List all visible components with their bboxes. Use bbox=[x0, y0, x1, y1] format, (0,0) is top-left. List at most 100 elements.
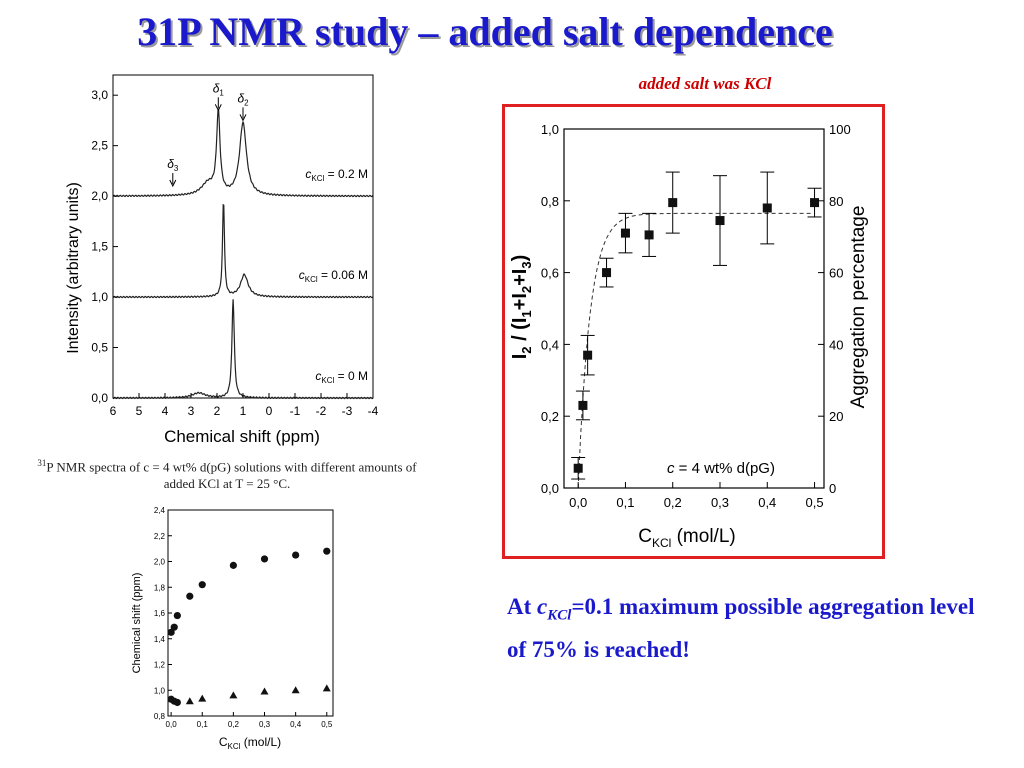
aggregation-data-point bbox=[583, 350, 593, 360]
shift-data-point-triangle bbox=[229, 691, 238, 699]
nmr-series-label: cKCl = 0.06 M bbox=[299, 268, 368, 284]
aggregation-x-axis-label: CKCl (mol/L) bbox=[638, 526, 735, 550]
shift-data-point-circle bbox=[323, 547, 331, 555]
caption-superscript: 31 bbox=[37, 458, 47, 468]
conclusion-c: c bbox=[537, 594, 548, 619]
shift-data-point-circle bbox=[173, 611, 181, 620]
nmr-spectrum-line bbox=[112, 203, 374, 299]
shift-data-point-circle bbox=[198, 581, 206, 589]
nmr-y-tick-label: 1,5 bbox=[91, 240, 108, 254]
aggregation-y-tick-label: 0,4 bbox=[541, 337, 559, 352]
chemical-shift-chart: 0,0 0,1 0,2 0,3 0,4 0,5 0,8 1,0 1,2 1,4 1,6 1,8 2,0 2… bbox=[131, 506, 334, 751]
nmr-x-tick-label: -1 bbox=[290, 404, 301, 418]
nmr-peak-arrowhead bbox=[214, 104, 222, 112]
aggregation-data-point bbox=[668, 198, 678, 208]
nmr-x-tick-label: -4 bbox=[368, 404, 379, 418]
shift-x-tick-label: 0,1 bbox=[197, 720, 209, 729]
shift-y-tick-label: 1,8 bbox=[154, 583, 166, 592]
shift-y-tick-label: 1,4 bbox=[154, 635, 166, 644]
shift-y-tick-label: 2,2 bbox=[154, 532, 166, 541]
nmr-peak-label: δ1 bbox=[213, 81, 225, 97]
concentration-annotation: c = 4 wt% d(pG) bbox=[667, 460, 775, 477]
conclusion-rest: =0.1 maximum possible aggregation level … bbox=[507, 594, 975, 662]
nmr-caption: 31P NMR spectra of c = 4 wt% d(pG) solut… bbox=[22, 455, 432, 492]
aggregation-y-tick-label: 0,2 bbox=[541, 409, 559, 424]
aggregation-y2-axis-label: Aggregation percentage bbox=[848, 206, 869, 409]
nmr-x-tick-label: 5 bbox=[136, 404, 143, 418]
shift-data-point-triangle bbox=[322, 684, 331, 692]
nmr-spectra-chart: cKCl = 0.2 M cKCl = 0.06 M cKCl = 0 M δ1 δ2 δ… bbox=[65, 74, 379, 446]
nmr-x-tick-label: 0 bbox=[266, 404, 273, 418]
shift-x-tick-label: 0,0 bbox=[166, 720, 178, 729]
shift-x-tick-label: 0,4 bbox=[290, 720, 302, 729]
nmr-y-tick-label: 0,0 bbox=[91, 391, 108, 405]
conclusion-prefix: At bbox=[507, 594, 538, 619]
highlight-box bbox=[502, 104, 885, 559]
aggregation-y2-tick-label: 0 bbox=[829, 481, 836, 496]
nmr-peak-arrowhead bbox=[239, 114, 247, 122]
shift-y-tick-label: 1,0 bbox=[154, 686, 166, 695]
nmr-series-label: cKCl = 0.2 M bbox=[305, 167, 368, 183]
aggregation-y2-tick-label: 40 bbox=[829, 337, 843, 352]
shift-data-point-circle bbox=[173, 698, 181, 707]
shift-y-tick-label: 0,8 bbox=[154, 712, 166, 721]
aggregation-y2-tick-label: 60 bbox=[829, 266, 843, 281]
salt-note: added salt was KCl bbox=[638, 74, 772, 93]
aggregation-plot-frame bbox=[563, 128, 825, 489]
nmr-peak-label: δ2 bbox=[237, 91, 249, 107]
nmr-x-tick-label: 6 bbox=[110, 404, 117, 418]
nmr-y-tick-label: 0,5 bbox=[91, 341, 108, 355]
caption-text: P NMR spectra of c = 4 wt% d(pG) solutio… bbox=[46, 459, 417, 492]
nmr-peak-arrowhead bbox=[169, 179, 177, 188]
aggregation-y2-tick-label: 80 bbox=[829, 194, 843, 209]
shift-plot-frame bbox=[167, 509, 334, 717]
shift-y-tick-label: 1,6 bbox=[154, 609, 166, 618]
slide-title: 31P NMR study – added salt dependence bbox=[137, 9, 833, 54]
shift-x-tick-label: 0,2 bbox=[228, 720, 240, 729]
shift-data-point-triangle bbox=[291, 686, 300, 694]
aggregation-data-point bbox=[715, 216, 725, 226]
nmr-y-tick-label: 2,5 bbox=[91, 139, 108, 153]
aggregation-x-tick-label: 0,5 bbox=[806, 495, 824, 510]
nmr-series-label: cKCl = 0 M bbox=[315, 369, 368, 385]
aggregation-data-point bbox=[620, 228, 630, 238]
nmr-y-tick-label: 2,0 bbox=[91, 189, 108, 203]
shift-x-tick-label: 0,3 bbox=[259, 720, 271, 729]
nmr-x-tick-label: 2 bbox=[214, 404, 221, 418]
nmr-y-axis-label: Intensity (arbitrary units) bbox=[65, 182, 82, 354]
aggregation-x-tick-label: 0,2 bbox=[664, 495, 682, 510]
aggregation-data-point bbox=[644, 230, 654, 240]
shift-data-point-circle bbox=[260, 555, 269, 563]
aggregation-fit-curve bbox=[577, 212, 813, 489]
aggregation-y2-tick-label: 100 bbox=[829, 122, 851, 137]
aggregation-data-point bbox=[578, 400, 588, 410]
nmr-x-tick-label: 3 bbox=[188, 404, 195, 418]
aggregation-x-tick-label: 0,0 bbox=[569, 495, 587, 510]
aggregation-x-tick-label: 0,4 bbox=[758, 495, 776, 510]
nmr-x-tick-label: -3 bbox=[342, 404, 353, 418]
shift-x-tick-label: 0,5 bbox=[321, 720, 333, 729]
shift-data-point-circle bbox=[186, 592, 194, 600]
conclusion-sub: KCl bbox=[547, 607, 572, 624]
shift-y-tick-label: 2,0 bbox=[154, 558, 166, 567]
aggregation-y-axis-label: I2 / (I1+I2+I3) bbox=[509, 255, 534, 360]
aggregation-chart: 0,0 0,1 0,2 0,3 0,4 0,5 0,0 0,2 0,4 0,6 0,8 1,0 0 20 4… bbox=[509, 122, 869, 550]
aggregation-x-tick-label: 0,1 bbox=[616, 495, 634, 510]
shift-y-tick-label: 1,2 bbox=[154, 661, 166, 670]
aggregation-y-tick-label: 0,6 bbox=[541, 266, 559, 281]
aggregation-y-tick-label: 0,0 bbox=[541, 481, 559, 496]
aggregation-data-point bbox=[602, 268, 612, 278]
conclusion-text: At cKCl=0.1 maximum possible aggregation… bbox=[507, 590, 987, 666]
nmr-y-tick-label: 3,0 bbox=[91, 88, 108, 102]
aggregation-data-point bbox=[573, 463, 583, 473]
aggregation-y-tick-label: 1,0 bbox=[541, 122, 559, 137]
nmr-y-tick-label: 1,0 bbox=[91, 290, 108, 304]
shift-data-point-triangle bbox=[185, 697, 194, 705]
nmr-x-tick-label: -2 bbox=[316, 404, 327, 418]
shift-data-point-triangle bbox=[198, 694, 207, 702]
shift-data-point-circle bbox=[292, 551, 300, 559]
aggregation-data-point bbox=[810, 198, 820, 208]
nmr-spectrum-line bbox=[112, 108, 374, 198]
nmr-x-tick-label: 4 bbox=[162, 404, 169, 418]
aggregation-y2-tick-label: 20 bbox=[829, 409, 843, 424]
